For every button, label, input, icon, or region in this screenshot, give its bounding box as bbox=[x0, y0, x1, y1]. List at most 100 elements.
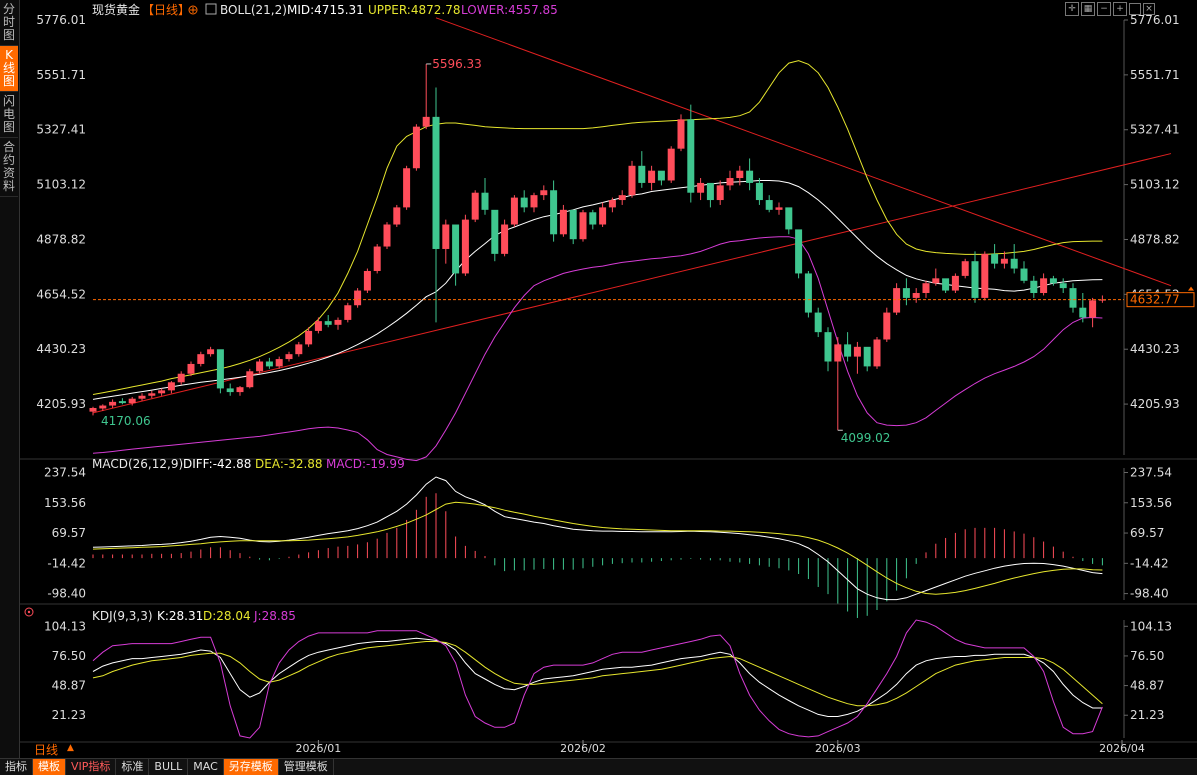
candle-body bbox=[461, 219, 469, 274]
price-tick-left: 5327.41 bbox=[36, 123, 86, 137]
candle-body bbox=[226, 388, 234, 393]
candle-body bbox=[285, 354, 293, 360]
tab-save-template[interactable]: 另存模板 bbox=[223, 759, 279, 775]
candle-body bbox=[677, 119, 685, 149]
candle-body bbox=[1040, 278, 1048, 294]
tab-manage-template[interactable]: 管理模板 bbox=[279, 759, 334, 775]
price-tick-left: 5103.12 bbox=[36, 178, 86, 192]
price-tick-left: 5776.01 bbox=[36, 13, 86, 27]
kdj-name: KDJ(9,3,3) bbox=[92, 609, 153, 623]
candle-body bbox=[510, 197, 518, 225]
tab-mac[interactable]: MAC bbox=[188, 759, 224, 775]
circle-plus-icon[interactable] bbox=[188, 5, 198, 15]
candle-body bbox=[491, 209, 499, 254]
kdj-tick-left: 76.50 bbox=[52, 649, 86, 663]
candle-body bbox=[961, 261, 969, 276]
macd-y-axis: 237.54 237.54 153.56 153.56 69.57 69.57 -14.42… bbox=[44, 465, 1172, 600]
tab-vip-indicator[interactable]: VIP指标 bbox=[66, 759, 117, 775]
candle-body bbox=[216, 349, 224, 389]
kdj-j-line bbox=[92, 619, 1103, 739]
last-price-box bbox=[1126, 292, 1195, 308]
candle-body bbox=[324, 321, 332, 325]
candle-body bbox=[991, 253, 999, 264]
tab-indicator[interactable]: 指标 bbox=[0, 759, 33, 775]
tab-time-chart[interactable]: 分时图 bbox=[0, 0, 18, 46]
candle-body bbox=[520, 197, 528, 208]
candle-body bbox=[716, 185, 724, 201]
tab-kline-chart[interactable]: K线图 bbox=[0, 46, 18, 92]
triangle-down-icon[interactable]: ▲ bbox=[67, 743, 74, 753]
indicator-settings-icon[interactable] bbox=[205, 3, 217, 15]
kdj-tick-right: 76.50 bbox=[1130, 649, 1164, 663]
candle-body bbox=[481, 192, 489, 210]
kdj-tick-right: 48.87 bbox=[1130, 679, 1164, 693]
macd-header: MACD(26,12,9) DIFF:-42.88 DEA:-32.88 MAC… bbox=[92, 457, 405, 471]
candle-body bbox=[569, 209, 577, 240]
candle-body bbox=[207, 349, 215, 355]
candle-body bbox=[334, 319, 342, 325]
last-price-label: 4632.77 bbox=[1130, 293, 1180, 307]
candle-body bbox=[893, 288, 901, 313]
tab-template[interactable]: 模板 bbox=[33, 759, 66, 775]
tab-contract-info[interactable]: 合约资料 bbox=[0, 138, 18, 197]
low-annotation: 4099.02 bbox=[841, 431, 891, 445]
macd-tick-left: 69.57 bbox=[52, 526, 86, 540]
candle-body bbox=[393, 207, 401, 225]
price-tick-right: 5327.41 bbox=[1130, 123, 1180, 137]
boll-upper: UPPER:4872.78 bbox=[368, 3, 460, 17]
symbol-name: 现货黄金 bbox=[92, 2, 140, 17]
candle-body bbox=[1020, 268, 1028, 281]
kdj-tick-left: 104.13 bbox=[44, 619, 86, 633]
grid-icon[interactable]: ▦ bbox=[1081, 2, 1095, 16]
candle-body bbox=[148, 393, 156, 396]
candle-body bbox=[618, 195, 626, 201]
candle-body bbox=[657, 170, 665, 181]
zoom-out-icon[interactable]: − bbox=[1097, 2, 1111, 16]
bottom-toolbar: 指标 模板 VIP指标 标准 BULL MAC 另存模板 管理模板 bbox=[0, 758, 1197, 775]
candle-body bbox=[844, 344, 852, 357]
candle-body bbox=[628, 165, 636, 196]
tab-standard[interactable]: 标准 bbox=[116, 759, 150, 775]
boll-name: BOLL(21,2) bbox=[220, 3, 287, 17]
kdj-tick-left: 48.87 bbox=[52, 679, 86, 693]
candle-body bbox=[89, 407, 97, 412]
candle-body bbox=[697, 182, 705, 193]
candle-body bbox=[442, 224, 450, 249]
price-tick-left: 4205.93 bbox=[36, 397, 86, 411]
close-icon[interactable]: × bbox=[1143, 3, 1155, 15]
macd-plot bbox=[92, 476, 1103, 618]
candle-body bbox=[1069, 288, 1077, 308]
candle-body bbox=[167, 382, 175, 391]
candle-body bbox=[109, 401, 117, 406]
high-annotation: 5596.33 bbox=[432, 57, 482, 71]
date-tick-label: 2026/03 bbox=[815, 742, 861, 755]
candle-body bbox=[452, 224, 460, 274]
macd-dea-line bbox=[92, 501, 1103, 595]
period-select[interactable]: 日线 bbox=[34, 743, 59, 757]
zoom-in-icon[interactable]: + bbox=[1113, 2, 1127, 16]
candle-body bbox=[795, 229, 803, 274]
macd-tick-left: 153.56 bbox=[44, 496, 86, 510]
tab-bull[interactable]: BULL bbox=[149, 759, 189, 775]
candle-body bbox=[99, 405, 107, 409]
kdj-tick-left: 21.23 bbox=[52, 708, 86, 722]
target-icon[interactable] bbox=[24, 607, 34, 617]
candle-body bbox=[1010, 258, 1018, 269]
candle-body bbox=[256, 361, 264, 372]
boll-mid: MID:4715.31 bbox=[287, 3, 364, 17]
window-icon[interactable] bbox=[1129, 3, 1141, 15]
price-annotations: 5596.33 4099.02 4170.06 4632.77 bbox=[101, 57, 1195, 445]
candle-body bbox=[383, 224, 391, 247]
candle-body bbox=[687, 119, 695, 193]
macd-dea: DEA:-32.88 bbox=[255, 457, 323, 471]
crosshair-icon[interactable]: ✛ bbox=[1065, 2, 1079, 16]
tab-flash-chart[interactable]: 闪电图 bbox=[0, 92, 18, 138]
price-tick-right: 5776.01 bbox=[1130, 13, 1180, 27]
candle-body bbox=[785, 207, 793, 230]
candle-body bbox=[736, 170, 744, 179]
candle-body bbox=[530, 195, 538, 208]
candle-body bbox=[981, 253, 989, 298]
boll-mid-line bbox=[92, 180, 1103, 400]
trendline bbox=[435, 17, 1172, 287]
